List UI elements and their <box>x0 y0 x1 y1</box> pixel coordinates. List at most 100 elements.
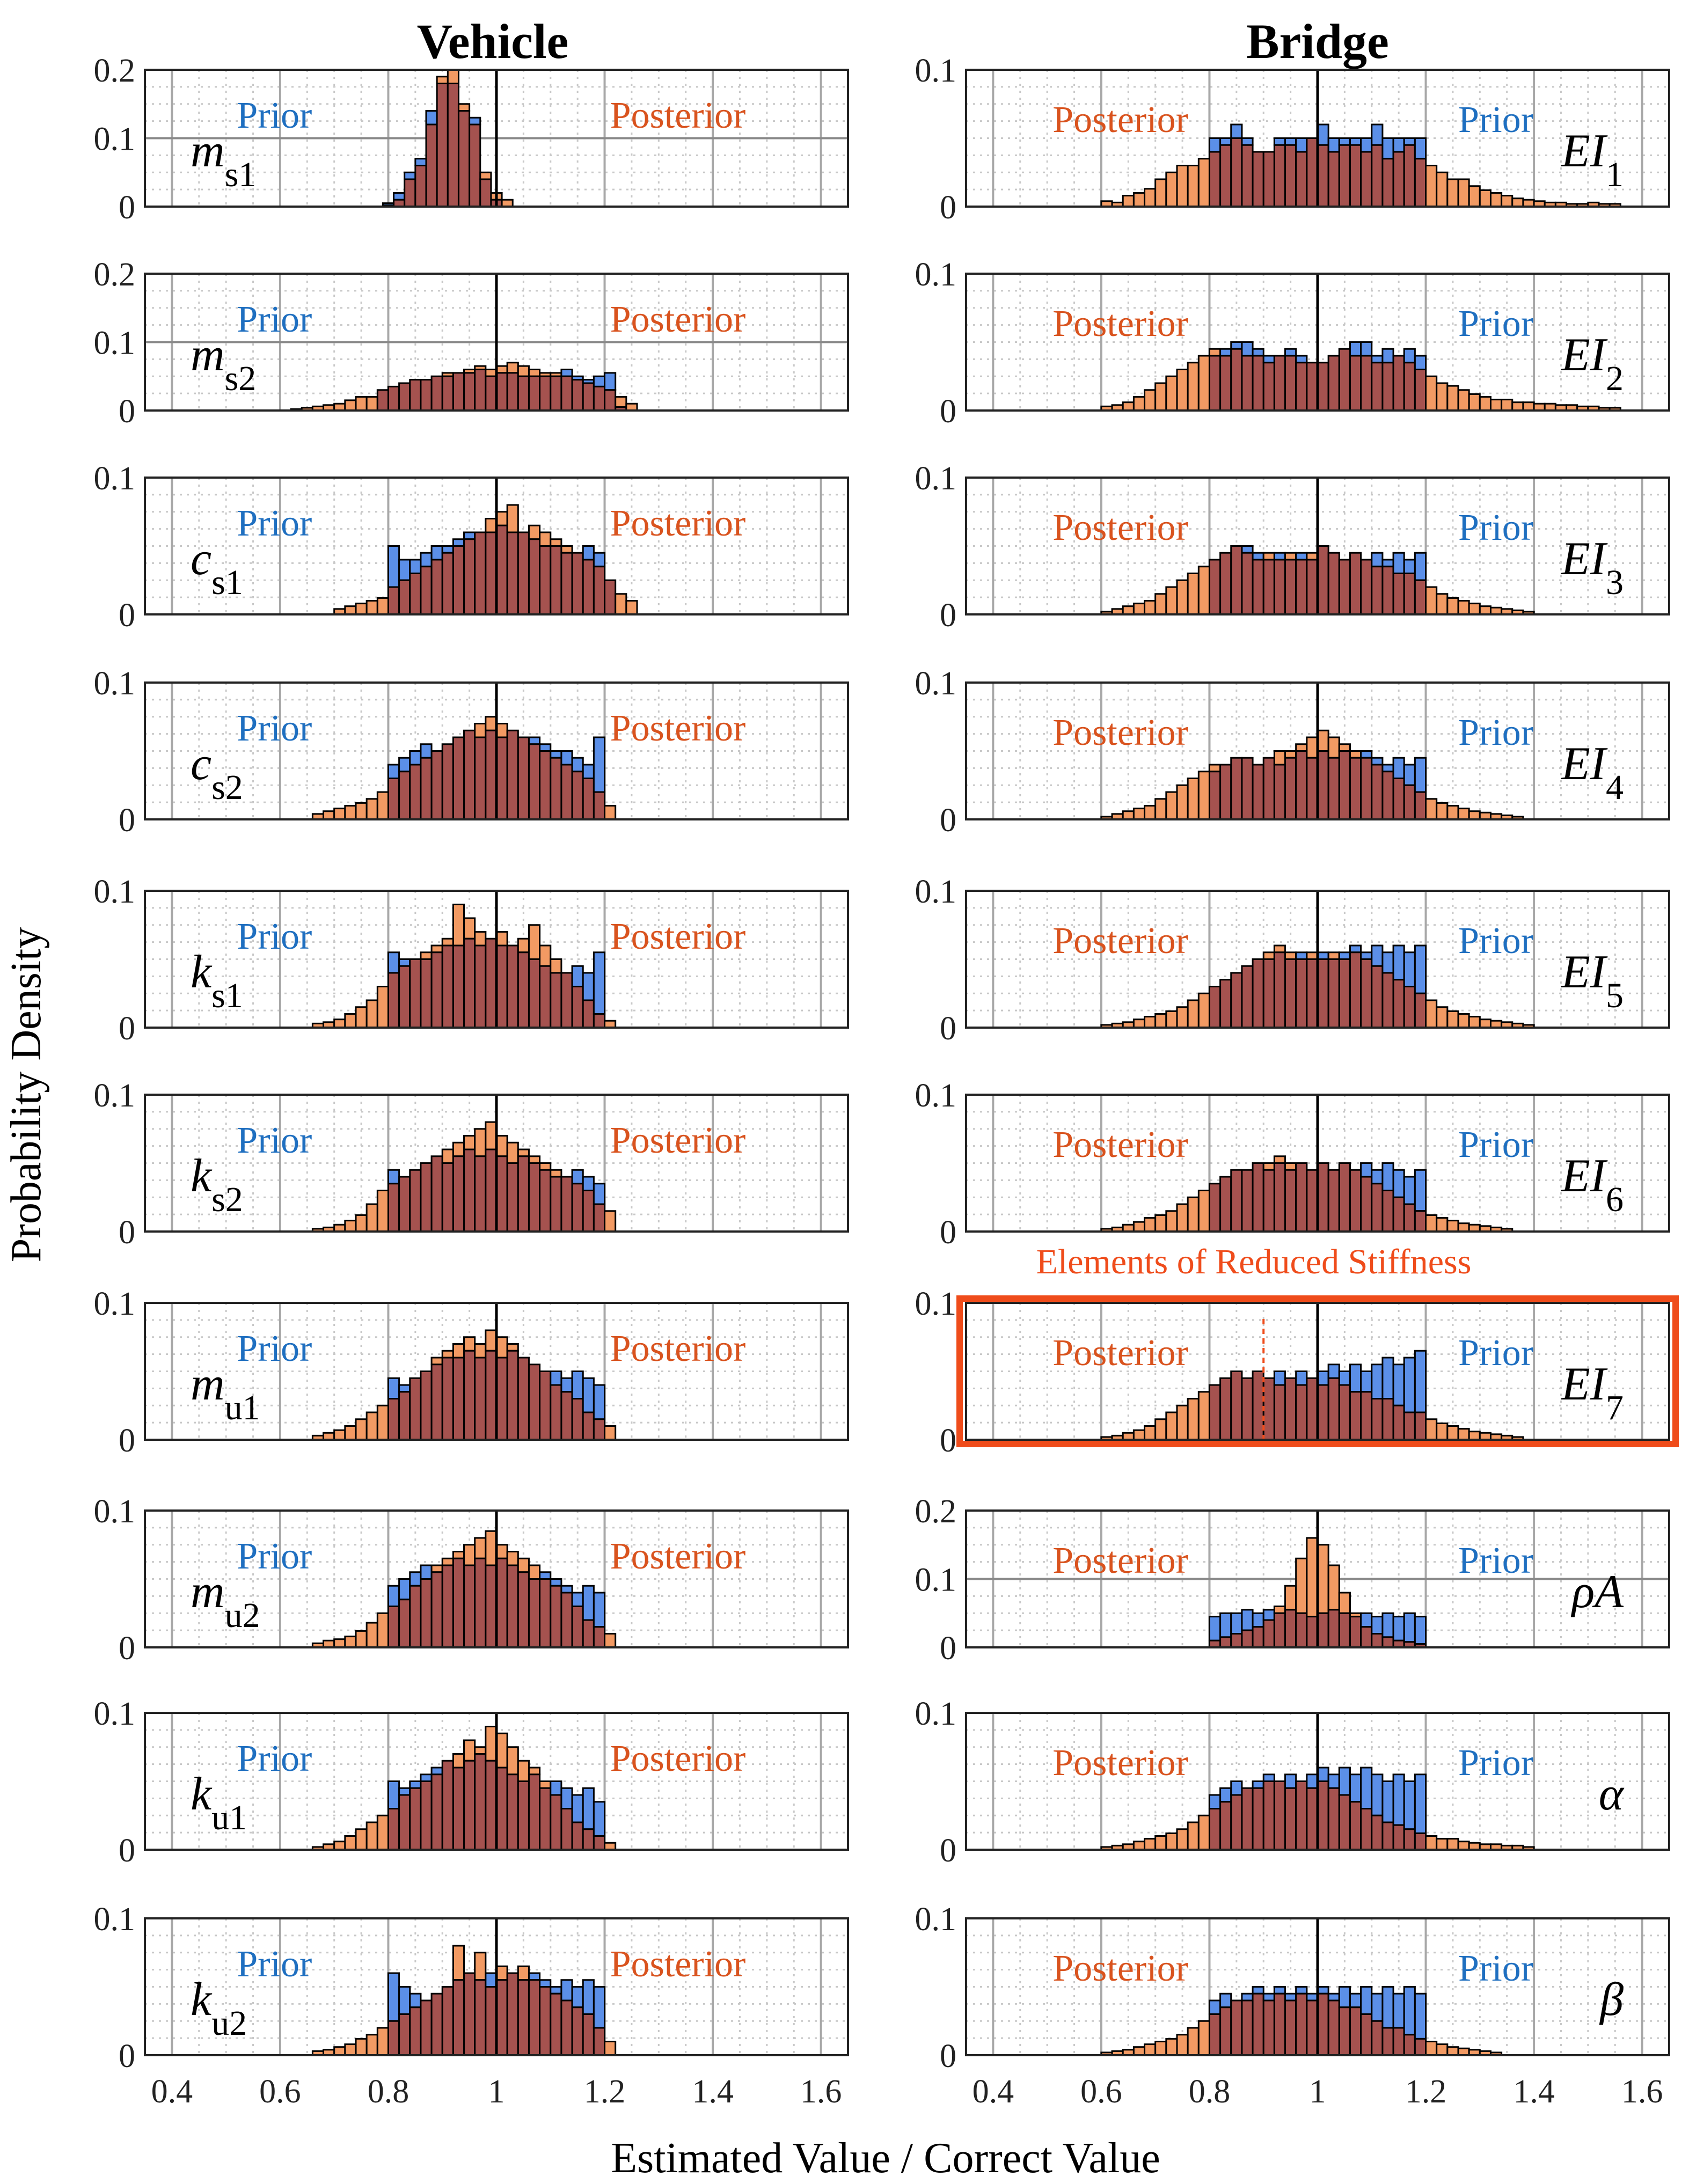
overlap-bar <box>1262 362 1275 412</box>
panels: 0 0.1 0.2 Prior Posterior ms1 0 0.1 Posterior Pri… <box>94 53 1679 2110</box>
posterior-text: Posterior <box>610 916 746 957</box>
prior-text: Prior <box>237 916 312 957</box>
prior-bar <box>398 559 411 581</box>
prior-bar <box>1371 944 1384 967</box>
y-tick-label: 0.1 <box>94 665 136 702</box>
posterior-bar <box>1132 1221 1146 1233</box>
overlap-bar <box>1360 151 1373 208</box>
prior-bar <box>1219 348 1232 357</box>
overlap-bar <box>430 1571 443 1648</box>
prior-bar <box>1403 764 1416 786</box>
overlap-bar <box>1381 771 1394 820</box>
axes-frame <box>144 1094 849 1233</box>
prior-bar <box>1360 1371 1373 1393</box>
y-tick-label: 0.1 <box>915 256 957 293</box>
overlap-bar <box>506 1972 519 2056</box>
posterior-bar <box>517 1148 530 1157</box>
axes-frame <box>144 890 849 1029</box>
axes-frame <box>965 477 1670 615</box>
overlap-bar <box>517 531 530 615</box>
prior-bar <box>1403 1780 1416 1830</box>
posterior-bar <box>474 1746 487 1755</box>
overlap-bar <box>550 545 562 615</box>
overlap-bar <box>1371 1633 1384 1648</box>
posterior-bar <box>1197 771 1210 820</box>
posterior-bar <box>1284 951 1297 960</box>
posterior-bar <box>1425 2041 1438 2056</box>
overlap-bar <box>463 372 476 412</box>
posterior-bar <box>550 538 562 547</box>
overlap-bar <box>1371 2020 1384 2056</box>
posterior-bar <box>1306 736 1319 759</box>
posterior-bar <box>474 1537 487 1559</box>
parameter-label: EI4 <box>1560 738 1624 807</box>
posterior-bar <box>355 1630 368 1648</box>
posterior-bar <box>344 1636 357 1648</box>
posterior-bar <box>457 103 471 112</box>
y-tick-label: 0.1 <box>94 1078 136 1114</box>
prior-bar <box>539 1979 552 1988</box>
overlap-bar <box>1349 355 1362 412</box>
overlap-bar <box>1208 2013 1222 2056</box>
prior-bar <box>1414 757 1427 793</box>
y-tick-label: 0.1 <box>94 325 136 362</box>
prior-bar <box>425 110 438 126</box>
posterior-bar <box>1284 1162 1297 1171</box>
posterior-bar <box>1489 399 1503 412</box>
axes-frame <box>965 1509 1670 1648</box>
posterior-bar <box>441 1350 454 1359</box>
posterior-bar <box>1284 750 1297 759</box>
overlap-bar <box>1338 144 1351 208</box>
prior-bar <box>387 1377 400 1399</box>
overlap-bar <box>1262 958 1275 1029</box>
posterior-bar <box>376 1190 389 1233</box>
overlap-bar <box>1381 158 1394 208</box>
overlap-bar <box>1262 757 1275 820</box>
prior-bar <box>1241 1609 1254 1631</box>
axes-frame <box>965 1302 1670 1441</box>
overlap-bar <box>1273 764 1286 820</box>
overlap-bar <box>604 389 617 412</box>
overlap-bar <box>387 778 400 820</box>
overlap-bar <box>528 1364 541 1441</box>
overlap-bar <box>550 1992 562 2056</box>
overlap-bar <box>1414 369 1427 412</box>
y-tick-label: 0.1 <box>915 1562 957 1599</box>
posterior-bar <box>1468 185 1481 208</box>
y-tick-label: 0 <box>119 802 135 839</box>
overlap-bar <box>387 586 400 615</box>
highlight-title: Elements of Reduced Stiffness <box>1036 1242 1472 1281</box>
overlap-bar <box>1403 2034 1416 2056</box>
posterior-bar <box>1154 178 1167 208</box>
overlap-bar <box>1241 965 1254 1029</box>
posterior-bar <box>1187 1196 1200 1233</box>
posterior-bar <box>1132 1018 1146 1029</box>
posterior-bar <box>355 1214 368 1233</box>
y-tick-label: 0.2 <box>915 1493 957 1530</box>
overlap-bar <box>376 389 389 412</box>
posterior-bar <box>344 2043 357 2056</box>
y-tick-label: 0 <box>940 1010 956 1047</box>
overlap-bar <box>550 1176 562 1233</box>
prior-bar <box>1381 1986 1394 2029</box>
column-title-vehicle: Vehicle <box>417 14 569 69</box>
posterior-bar <box>474 931 487 947</box>
posterior-bar <box>528 924 541 960</box>
prior-text: Prior <box>1458 1540 1533 1581</box>
prior-bar <box>1252 348 1264 357</box>
posterior-bar <box>463 1544 476 1566</box>
overlap-bar <box>1230 1371 1243 1441</box>
overlap-bar <box>1230 1633 1243 1648</box>
prior-text: Prior <box>237 95 312 136</box>
posterior-bar <box>1144 1016 1157 1029</box>
prior-bar <box>593 1384 606 1420</box>
prior-bar <box>550 750 562 759</box>
prior-bar <box>1392 1364 1405 1406</box>
posterior-bar <box>1154 1013 1167 1029</box>
overlap-bar <box>495 1979 508 2056</box>
overlap-bar <box>571 2006 584 2056</box>
overlap-bar <box>1252 764 1264 820</box>
overlap-bar <box>571 1606 584 1648</box>
prior-bar <box>1284 1992 1297 2002</box>
overlap-bar <box>485 937 498 1029</box>
